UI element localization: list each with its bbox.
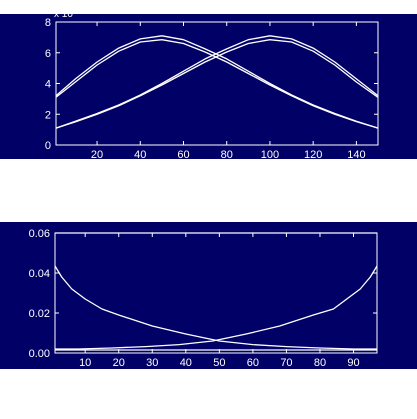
y-exponent-label: x 10 xyxy=(54,9,73,20)
y-tick-label: 8 xyxy=(45,17,51,29)
x-tick-label: 80 xyxy=(221,149,233,161)
x-tick-label: 60 xyxy=(177,149,189,161)
y-tick-label: 0.02 xyxy=(29,308,50,320)
x-tick-label: 30 xyxy=(146,357,158,369)
x-tick-label: 40 xyxy=(180,357,192,369)
top-chart: 20 40 60 80 100 120 140 0 2 4 6 8x 10 xyxy=(45,9,379,161)
x-tick-label: 10 xyxy=(79,357,91,369)
series-line xyxy=(54,265,377,350)
bottom-chart: 10 20 30 40 50 60 70 80 90 0.00 0.02 0.04 0.06 xyxy=(29,228,378,369)
x-tick-label: 50 xyxy=(213,357,225,369)
x-tick-label: 70 xyxy=(280,357,292,369)
x-tick-label: 20 xyxy=(91,149,103,161)
x-tick-label: 40 xyxy=(134,149,146,161)
x-tick-label: 20 xyxy=(113,357,125,369)
x-tick-label: 90 xyxy=(347,357,359,369)
y-tick-label: 0.00 xyxy=(29,348,50,360)
x-tick-label: 80 xyxy=(314,357,326,369)
bottom-panel-background xyxy=(0,222,417,369)
series-line xyxy=(55,265,378,350)
y-tick-label: 4 xyxy=(45,79,51,91)
x-tick-label: 100 xyxy=(261,149,279,161)
x-tick-label: 120 xyxy=(304,149,322,161)
x-tick-label: 60 xyxy=(247,357,259,369)
y-tick-label: 0.04 xyxy=(29,268,50,280)
series-line xyxy=(55,39,379,129)
series-line xyxy=(55,35,379,129)
y-tick-label: 6 xyxy=(45,48,51,60)
y-tick-label: 0 xyxy=(45,140,51,152)
x-tick-label: 140 xyxy=(347,149,365,161)
y-tick-label: 2 xyxy=(45,109,51,121)
top-panel-background xyxy=(0,14,417,159)
y-tick-label: 0.06 xyxy=(29,228,50,240)
